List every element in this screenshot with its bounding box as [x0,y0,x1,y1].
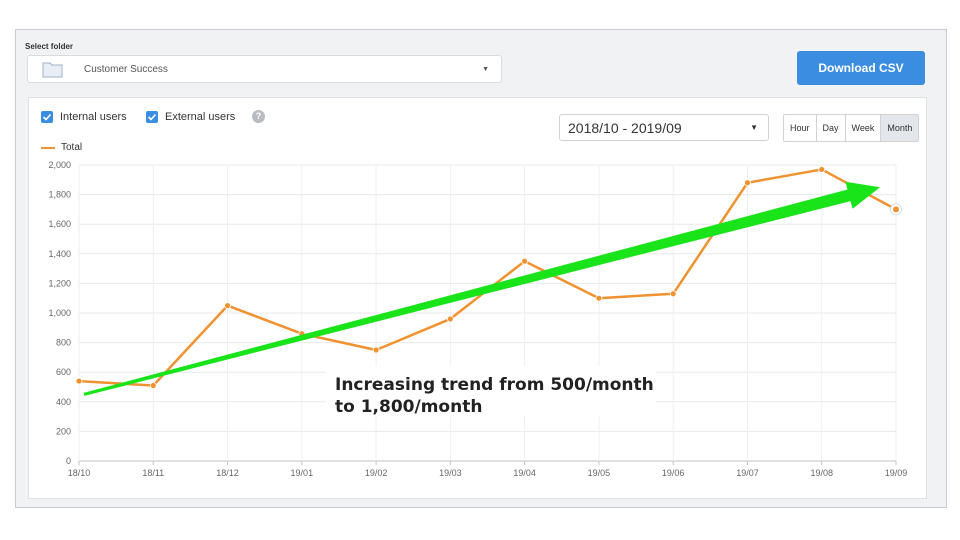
x-tick-label: 19/08 [810,468,833,478]
y-tick-label: 1,600 [48,219,71,229]
trend-annotation: Increasing trend from 500/month to 1,800… [335,374,654,418]
chart-panel: Internal users External users ? Total 20… [28,97,927,499]
series-line-total [78,168,897,387]
x-tick-label: 18/10 [68,468,91,478]
data-point [893,206,899,213]
x-tick-label: 19/05 [588,468,611,478]
legend-label-total: Total [61,142,83,153]
internal-users-checkbox[interactable]: Internal users [41,110,127,124]
y-tick-label: 600 [56,367,71,377]
y-tick-label: 1,200 [48,278,71,288]
annotation-background [326,366,656,416]
y-tick-label: 1,000 [48,308,71,318]
x-tick-label: 19/03 [439,468,462,478]
date-range-select[interactable]: 2018/10 - 2019/09 ▼ [559,114,769,141]
data-point [669,290,677,298]
granularity-month[interactable]: Month [881,115,919,141]
download-csv-button[interactable]: Download CSV [797,51,925,85]
y-tick-label: 0 [66,456,71,466]
report-frame: Select folder Customer Success ▼ Downloa… [15,29,947,508]
annotation-line-2: to 1,800/month [335,397,483,417]
data-point [224,302,231,310]
chart-legend: Total [41,142,82,153]
x-tick-label: 18/11 [142,468,164,478]
internal-users-label: Internal users [60,111,127,123]
data-point [744,179,751,187]
granularity-day[interactable]: Day [817,115,846,141]
y-tick-label: 800 [56,338,71,348]
y-tick-label: 400 [56,397,71,407]
x-tick-label: 19/06 [662,468,685,478]
trend-arrow [83,181,881,396]
data-point [818,166,826,173]
checkmark-icon [41,111,53,123]
y-tick-label: 2,000 [48,160,71,170]
data-point [521,257,529,265]
x-tick-label: 19/09 [885,468,908,478]
data-point [149,382,157,389]
date-range-value: 2018/10 - 2019/09 [568,120,682,136]
checkmark-icon [146,111,158,123]
annotation-line-1: Increasing trend from 500/month [335,375,654,395]
y-tick-label: 1,800 [48,190,71,200]
x-tick-label: 19/04 [513,468,536,478]
granularity-week[interactable]: Week [846,115,882,141]
external-users-checkbox[interactable]: External users [146,110,235,124]
granularity-hour[interactable]: Hour [784,115,817,141]
x-tick-label: 19/02 [365,468,388,478]
x-tick-label: 19/07 [736,468,759,478]
data-point [595,294,603,302]
folder-name: Customer Success [84,64,168,75]
data-point [446,315,454,323]
external-users-label: External users [165,111,236,123]
data-point [75,377,83,385]
select-folder-label: Select folder [25,42,74,51]
folder-icon [42,62,63,78]
x-tick-label: 18/12 [216,468,239,478]
y-tick-label: 1,400 [48,249,71,259]
data-point [372,346,380,354]
x-tick-label: 19/01 [291,468,314,478]
granularity-toggle: Hour Day Week Month [783,114,920,142]
chevron-down-icon: ▼ [750,123,758,132]
legend-swatch [41,146,55,149]
y-tick-label: 200 [56,426,71,436]
folder-select[interactable]: Customer Success ▼ [27,55,502,83]
chevron-down-icon: ▼ [482,66,489,73]
help-icon[interactable]: ? [252,110,265,123]
